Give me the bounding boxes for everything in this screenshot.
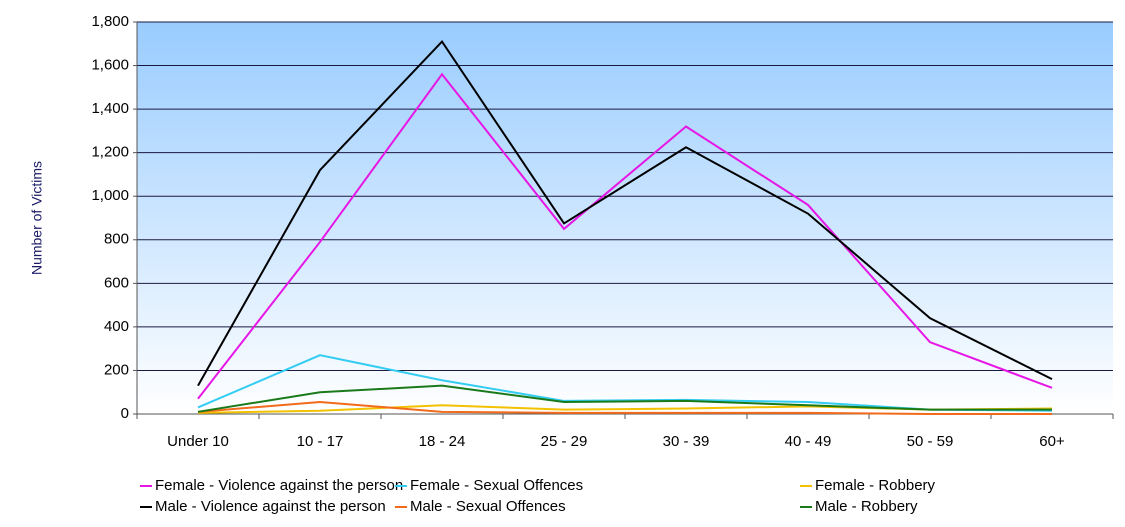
y-tick-label: 200 (104, 361, 129, 378)
x-tick-label: 18 - 24 (419, 433, 466, 450)
x-tick-label: 40 - 49 (785, 433, 832, 450)
y-tick-label: 400 (104, 318, 129, 335)
y-tick-label: 800 (104, 231, 129, 248)
y-tick-label: 1,400 (91, 100, 129, 117)
y-tick-label: 1,800 (91, 13, 129, 30)
y-tick-label: 1,200 (91, 144, 129, 161)
y-tick-label: 600 (104, 274, 129, 291)
x-tick-label: 50 - 59 (907, 433, 954, 450)
legend-label: Male - Violence against the person (155, 498, 386, 515)
x-tick-label: 60+ (1039, 433, 1065, 450)
y-tick-label: 1,600 (91, 57, 129, 74)
legend-label: Female - Violence against the person (155, 477, 403, 494)
x-tick-label: 10 - 17 (297, 433, 344, 450)
legend-label: Female - Sexual Offences (410, 477, 583, 494)
series-line (197, 40, 1053, 387)
plot-area (137, 22, 1113, 414)
series-line (197, 401, 1052, 415)
series-line (197, 72, 1053, 400)
legend-label: Female - Robbery (815, 477, 936, 494)
legend-label: Male - Robbery (815, 498, 918, 515)
x-tick-label: 30 - 39 (663, 433, 710, 450)
x-tick-label: 25 - 29 (541, 433, 588, 450)
y-tick-label: 0 (121, 405, 129, 422)
legend-label: Male - Sexual Offences (410, 498, 566, 515)
y-tick-label: 1,000 (91, 187, 129, 204)
x-tick-label: Under 10 (167, 433, 229, 450)
y-axis-label: Number of Victims (29, 161, 45, 275)
series-line (197, 384, 1052, 413)
